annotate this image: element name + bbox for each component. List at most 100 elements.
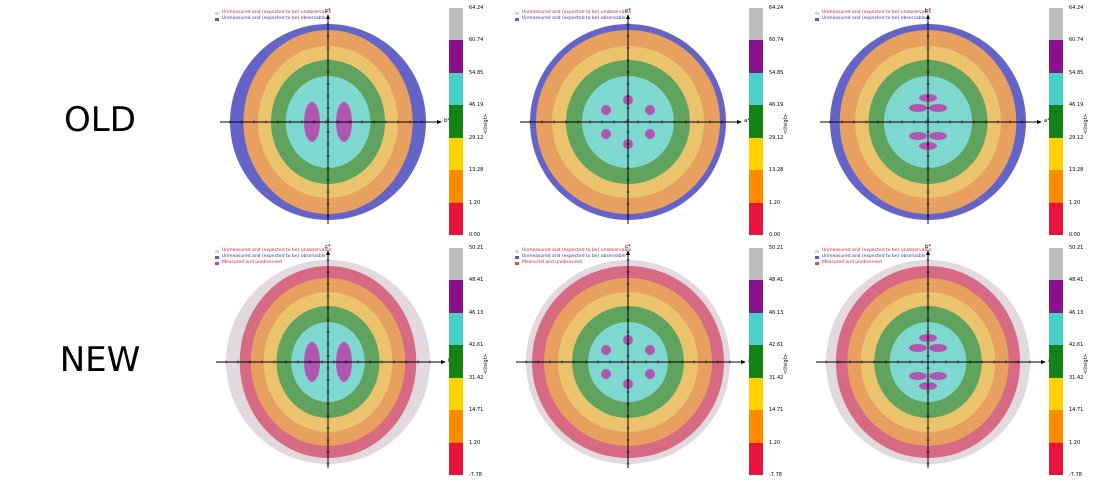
map-legend: Unmeasured and (expected to be) unobserv…: [515, 248, 631, 266]
colorbar-tick-label: 42.61: [469, 342, 484, 349]
legend-swatch: [515, 255, 519, 259]
colorbar: 64.24 60.74 54.85 46.19 29.12 13.28 1.20 0.00 <I…: [449, 5, 499, 238]
colorbar-segment: [449, 442, 463, 475]
colorbar-segment: [449, 170, 463, 203]
map-legend: Unmeasured and (expected to be) unobserv…: [815, 10, 931, 22]
legend-text: Unmeasured and (expected to be) observab…: [522, 254, 626, 259]
reciprocal-plot-new-2: c*a*Unmeasured and (expected to be) unob…: [505, 244, 805, 486]
vertical-axis-arrow: [926, 250, 930, 255]
legend-text: Unmeasured and (expected to be) observab…: [522, 16, 626, 21]
colorbar-unit-label: <I/sigI>: [483, 113, 489, 134]
map-legend: Unmeasured and (expected to be) unobserv…: [215, 248, 331, 266]
colorbar-tick-label: 60.74: [469, 37, 484, 44]
vertical-axis-label: c*: [625, 244, 631, 250]
legend-swatch: [815, 255, 819, 259]
legend-entry: Unmeasured and (expected to be) observab…: [815, 16, 931, 22]
colorbar-tick-label: 1.20: [469, 199, 481, 206]
colorbar-tick-label: 46.13: [1069, 309, 1084, 316]
vertical-axis-label: c*: [325, 8, 331, 14]
row-label-old: OLD: [64, 100, 136, 140]
legend-swatch: [215, 249, 219, 253]
legend-text: Unmeasured and (expected to be) unobserv…: [822, 248, 932, 253]
map-legend: Unmeasured and (expected to be) unobserv…: [515, 10, 631, 22]
colorbar-tick-label: 29.12: [769, 134, 784, 141]
colorbar-segment: [749, 8, 763, 41]
colorbar-tick-label: 0.00: [1069, 232, 1081, 238]
colorbar-segment: [449, 312, 463, 346]
legend-swatch: [515, 11, 519, 15]
colorbar-tick-label: 50.21: [1069, 245, 1084, 251]
legend-text: Unmeasured and (expected to be) unobserv…: [222, 248, 332, 253]
colorbar-segment: [449, 377, 463, 411]
colorbar-tick-label: 54.85: [1069, 69, 1084, 76]
reciprocal-plot-old-1: c* b* Unmeasured and (expected to be) unob…: [205, 4, 505, 246]
legend-entry: Measured and unobserved: [815, 260, 931, 266]
colorbar-segment: [449, 8, 463, 41]
intensity-map: [516, 250, 746, 468]
colorbar-segment: [449, 40, 463, 73]
colorbar-segment: [749, 105, 763, 138]
legend-entry: Unmeasured and (expected to be) unobserv…: [515, 10, 631, 16]
legend-text: Measured and unobserved: [822, 260, 882, 265]
colorbar-tick-label: 14.71: [769, 407, 784, 414]
vertical-axis-arrow: [926, 14, 930, 19]
colorbar-tick-label: 50.21: [469, 245, 484, 251]
reciprocal-plot-old-2: c* a* Unmeasured and (expected to be) unob…: [505, 4, 805, 246]
colorbar-tick-label: 42.61: [1069, 342, 1084, 349]
colorbar-tick-label: 46.13: [469, 309, 484, 316]
vertical-axis-arrow: [626, 14, 630, 19]
legend-text: Measured and unobserved: [522, 260, 582, 265]
horizontal-axis-arrow: [437, 120, 442, 124]
map-legend: Unmeasured and (expected to be) unobserv…: [815, 248, 931, 266]
colorbar-tick-label: 14.71: [469, 407, 484, 414]
legend-swatch: [515, 261, 519, 265]
colorbar-tick-label: 48.41: [769, 277, 784, 284]
high-intensity-spot-2: [645, 105, 655, 115]
horizontal-axis-arrow: [1041, 360, 1046, 364]
colorbar-segment: [749, 410, 763, 443]
colorbar-segment: [1049, 280, 1063, 313]
legend-text: Unmeasured and (expected to be) observab…: [222, 254, 326, 259]
colorbar-tick-label: 46.19: [769, 102, 784, 109]
colorbar-tick-label: -7.78: [1069, 472, 1082, 478]
colorbar-segment: [1049, 442, 1063, 475]
colorbar-tick-label: 1.20: [1069, 199, 1081, 206]
colorbar-tick-label: 13.28: [769, 167, 784, 174]
legend-swatch: [815, 261, 819, 265]
colorbar-tick-label: 60.74: [1069, 37, 1084, 44]
colorbar-segment: [449, 280, 463, 313]
horizontal-axis-label: a*: [744, 118, 751, 124]
colorbar: 64.24 60.74 54.85 46.19 29.12 13.28 1.20 0.00 <I…: [1049, 5, 1099, 238]
colorbar-segment: [749, 280, 763, 313]
colorbar-tick-label: -7.78: [469, 472, 482, 478]
colorbar-unit-label: <I/sigI>: [783, 353, 789, 374]
colorbar-segment: [449, 410, 463, 443]
high-intensity-spot-4: [645, 129, 655, 139]
colorbar-unit-label: <I/sigI>: [1083, 113, 1089, 134]
colorbar: 50.21 48.41 46.13 42.61 31.42 14.71 1.20 -7.78 <…: [449, 245, 499, 478]
colorbar-tick-label: 48.41: [469, 277, 484, 284]
colorbar-tick-label: 46.19: [469, 102, 484, 109]
colorbar-tick-label: 29.12: [469, 134, 484, 141]
colorbar-tick-label: 50.21: [769, 245, 784, 251]
colorbar-segment: [749, 345, 763, 378]
horizontal-axis-arrow: [741, 360, 746, 364]
high-intensity-spot-1: [909, 104, 927, 112]
legend-entry: Unmeasured and (expected to be) unobserv…: [815, 248, 931, 254]
colorbar-segment: [1049, 345, 1063, 378]
colorbar-tick-label: 13.28: [1069, 167, 1084, 174]
colorbar-segment: [449, 105, 463, 138]
colorbar-tick-label: 64.24: [469, 5, 484, 11]
colorbar: 50.21 48.41 46.13 42.61 31.42 14.71 1.20 -7.78 <…: [1049, 245, 1099, 478]
vertical-axis-label: c*: [625, 8, 631, 14]
colorbar-tick-label: 46.13: [769, 309, 784, 316]
colorbar-tick-label: 1.20: [469, 439, 481, 446]
horizontal-axis-label: b*: [444, 118, 451, 124]
horizontal-axis-label: a*: [1044, 118, 1051, 124]
colorbar-tick-label: 29.12: [1069, 134, 1084, 141]
vertical-axis-label: b*: [925, 244, 932, 250]
colorbar-segment: [749, 202, 763, 235]
high-intensity-spot-3: [601, 369, 611, 379]
colorbar-segment: [449, 345, 463, 378]
colorbar-segment: [749, 377, 763, 411]
